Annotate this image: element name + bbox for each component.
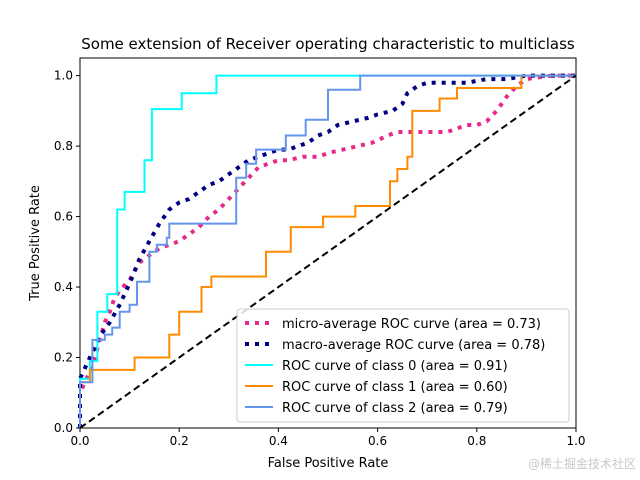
plot-area: 0.0 0.2 0.4 0.6 0.8 1.0 0.0 0.2 0.4 0.6 0.8 1.0 micr…	[54, 57, 586, 448]
x-axis-label: False Positive Rate	[268, 456, 389, 471]
y-tick-label: 0.2	[54, 351, 73, 365]
legend-entry-label: ROC curve of class 0 (area = 0.91)	[282, 359, 508, 374]
legend-entry-label: ROC curve of class 1 (area = 0.60)	[282, 380, 508, 395]
y-tick-label: 0.6	[54, 210, 73, 224]
legend-box	[236, 308, 570, 423]
legend-entry-label: macro-average ROC curve (area = 0.78)	[282, 338, 545, 353]
y-tick-label: 1.0	[54, 69, 73, 83]
watermark-text: @稀土掘金技术社区	[527, 457, 636, 471]
class-2-line	[79, 74, 576, 428]
chart-title: Some extension of Receiver operating cha…	[81, 35, 575, 53]
y-tick-label: 0.4	[54, 280, 73, 294]
x-tick-label: 0.2	[170, 434, 189, 448]
class-1-line	[79, 74, 576, 428]
x-tick-label: 0.0	[70, 434, 89, 448]
x-tick-label: 1.0	[566, 434, 585, 448]
macro-average-line	[78, 73, 576, 428]
micro-average-line	[78, 73, 576, 428]
x-tick-label: 0.8	[467, 434, 486, 448]
chance-diagonal-line	[79, 74, 577, 429]
x-tick-label: 0.6	[368, 434, 387, 448]
x-tick-label: 0.4	[269, 434, 288, 448]
legend-entry-label: ROC curve of class 2 (area = 0.79)	[282, 401, 508, 416]
y-tick-label: 0.8	[54, 139, 73, 153]
y-axis-label: True Positive Rate	[28, 185, 43, 302]
y-tick-label: 0.0	[54, 421, 73, 435]
axes-frame	[79, 57, 577, 429]
legend-entry-label: micro-average ROC curve (area = 0.73)	[282, 317, 541, 332]
